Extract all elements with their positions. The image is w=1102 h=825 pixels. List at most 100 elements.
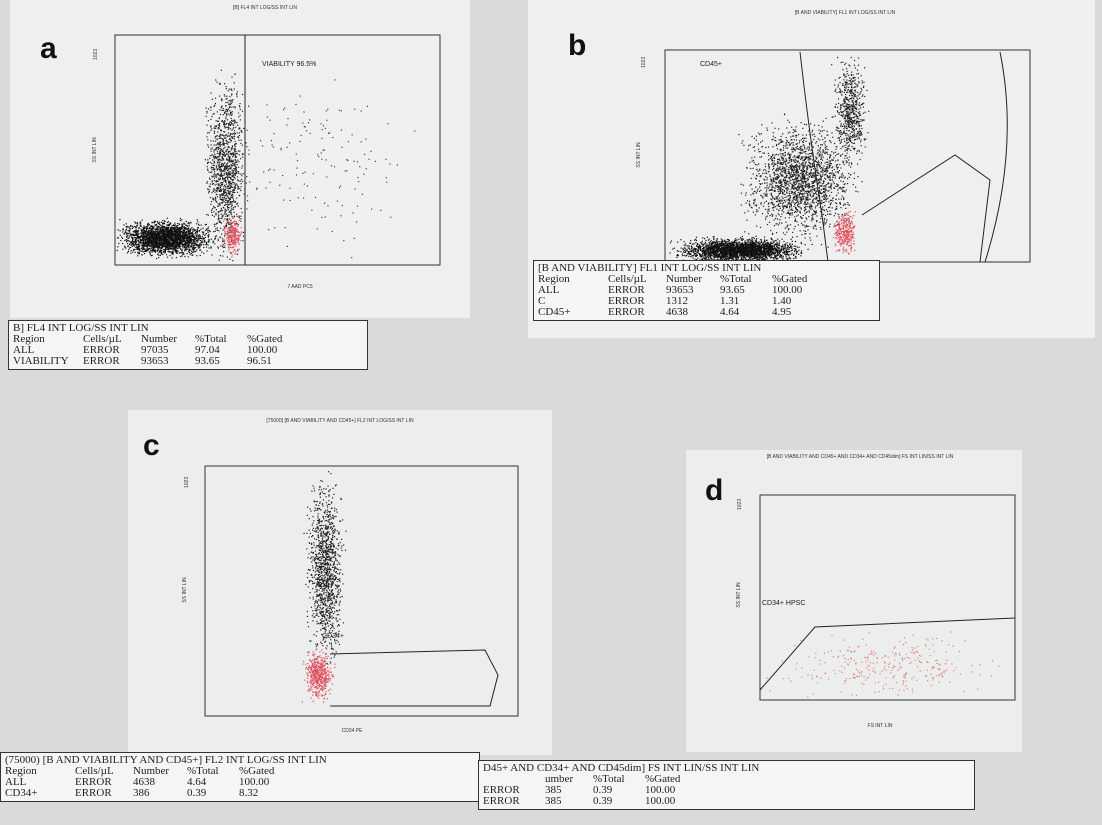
event-dot [134, 232, 135, 233]
event-dot [188, 245, 189, 246]
event-dot [158, 226, 159, 227]
event-dot [162, 239, 163, 240]
event-dot [223, 152, 224, 153]
event-dot [231, 122, 232, 123]
event-dot [341, 215, 342, 216]
event-dot [270, 169, 271, 170]
event-dot [219, 142, 220, 143]
event-dot [220, 187, 221, 188]
event-dot [229, 110, 230, 111]
event-dot [214, 226, 215, 227]
event-dot [296, 154, 297, 155]
event-dot [234, 164, 235, 165]
event-dot [221, 190, 222, 191]
event-dot [787, 253, 788, 254]
event-dot [187, 234, 188, 235]
event-dot [147, 232, 148, 233]
event-dot [152, 227, 153, 228]
event-dot [685, 243, 686, 244]
event-dot [142, 220, 143, 221]
event-dot [132, 240, 133, 241]
event-dot [234, 134, 235, 135]
event-dot [219, 184, 220, 185]
event-dot [175, 248, 176, 249]
event-dot [182, 254, 183, 255]
event-dot [210, 186, 211, 187]
event-dot [229, 187, 230, 188]
event-dot [340, 185, 341, 186]
event-dot [156, 236, 157, 237]
event-dot [148, 235, 149, 236]
event-dot [222, 163, 223, 164]
event-dot [136, 247, 137, 248]
event-dot [208, 189, 209, 190]
event-dot [265, 187, 266, 188]
event-dot [229, 211, 230, 212]
event-dot [174, 223, 175, 224]
event-dot [236, 157, 237, 158]
event-dot [192, 245, 193, 246]
event-dot [151, 225, 152, 226]
event-dot [215, 200, 216, 201]
event-dot [233, 152, 234, 153]
event-dot [221, 166, 222, 167]
event-dot [242, 181, 243, 182]
event-dot [234, 169, 235, 170]
event-dot [223, 131, 224, 132]
event-dot [239, 106, 240, 107]
event-dot [186, 231, 187, 232]
event-dot [218, 156, 219, 157]
event-dot [788, 249, 789, 250]
event-dot [229, 168, 230, 169]
event-dot [224, 213, 225, 214]
event-dot [149, 224, 150, 225]
event-dot [197, 231, 198, 232]
event-dot [236, 167, 237, 168]
event-dot [240, 115, 241, 116]
event-dot [132, 246, 133, 247]
event-dot [220, 153, 221, 154]
event-dot [235, 141, 236, 142]
event-dot [211, 239, 212, 240]
event-dot [238, 112, 239, 113]
event-dot [129, 232, 130, 233]
event-dot [123, 224, 124, 225]
event-dot [131, 245, 132, 246]
event-dot [175, 234, 176, 235]
event-dot [227, 202, 228, 203]
event-dot [232, 134, 233, 135]
event-dot [342, 205, 343, 206]
event-dot [323, 150, 324, 151]
event-dot [301, 135, 302, 136]
event-dot [149, 232, 150, 233]
event-dot [155, 249, 156, 250]
event-dot [183, 245, 184, 246]
event-dot [238, 231, 239, 232]
event-dot [223, 191, 224, 192]
event-dot [221, 234, 222, 235]
event-dot [221, 218, 222, 219]
event-dot [154, 237, 155, 238]
event-dot [170, 251, 171, 252]
event-dot [232, 173, 233, 174]
event-dot [218, 239, 219, 240]
event-dot [125, 230, 126, 231]
event-dot [226, 158, 227, 159]
event-dot [152, 247, 153, 248]
event-dot [168, 235, 169, 236]
event-dot [231, 214, 232, 215]
event-dot [234, 224, 235, 225]
event-dot [207, 166, 208, 167]
event-dot [707, 237, 708, 238]
event-dot [229, 89, 230, 90]
event-dot [206, 243, 207, 244]
event-dot [216, 174, 217, 175]
event-dot [226, 173, 227, 174]
event-dot [236, 245, 237, 246]
event-dot [213, 151, 214, 152]
event-dot [203, 234, 204, 235]
event-dot [231, 120, 232, 121]
event-dot [233, 235, 234, 236]
event-dot [212, 147, 213, 148]
event-dot [213, 199, 214, 200]
